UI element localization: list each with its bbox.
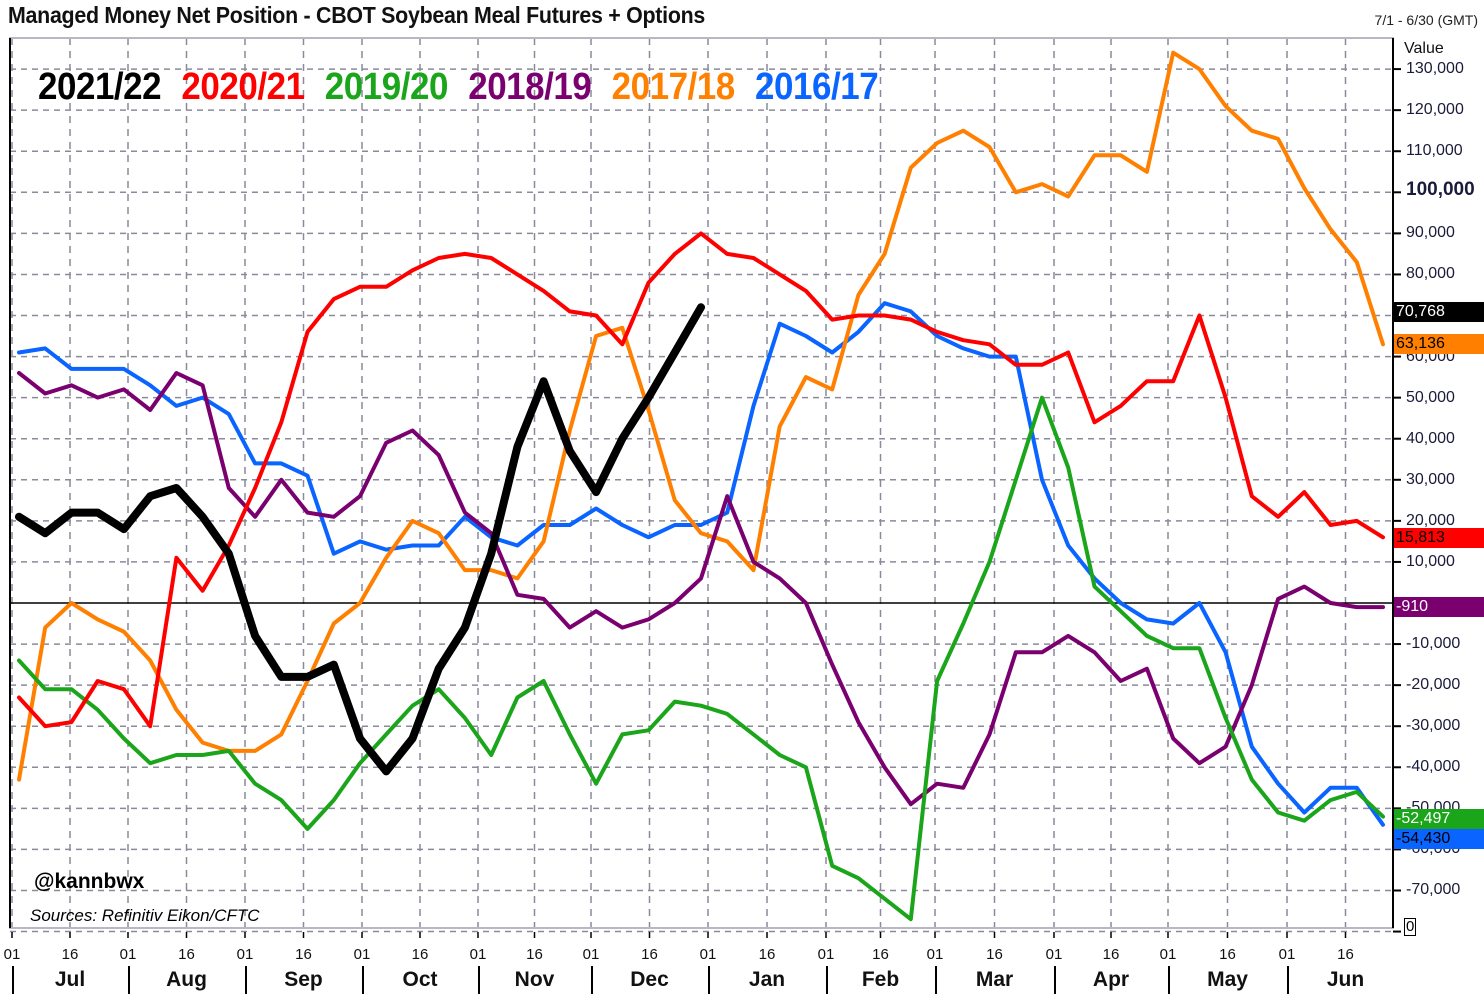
x-month-label: Mar xyxy=(975,968,1014,991)
x-day-tick-label: 01 xyxy=(236,946,254,963)
x-day-tick-label: 01 xyxy=(699,946,717,963)
x-day-tick-label: 16 xyxy=(61,946,79,963)
month-separator xyxy=(128,966,130,994)
x-day-tick-label: 16 xyxy=(872,946,889,963)
x-month-label: Oct xyxy=(402,968,438,991)
series-lines xyxy=(15,50,1385,922)
legend-item-2017-18: 2017/18 xyxy=(611,66,736,108)
last-value-tag: -910 xyxy=(1394,596,1484,617)
source-note: Sources: Refinitiv Eikon/CFTC xyxy=(30,906,260,925)
x-day-tick-label: 01 xyxy=(1278,946,1296,963)
y-tick-label: 10,000 xyxy=(1406,552,1455,570)
y-tick-label: 80,000 xyxy=(1406,265,1455,283)
x-month-label: Feb xyxy=(861,968,900,991)
x-day-tick-label: 16 xyxy=(758,946,776,963)
series-line-2018-19 xyxy=(17,371,1385,807)
x-day-tick-label: 01 xyxy=(3,946,21,963)
month-separator xyxy=(245,966,247,994)
y-tick-label: -30,000 xyxy=(1406,717,1461,735)
date-range-label: 7/1 - 6/30 (GMT) xyxy=(1374,12,1478,28)
legend-item-2021-22: 2021/22 xyxy=(38,66,162,108)
last-value-tag: 63,136 xyxy=(1394,333,1484,354)
x-month-label: Sep xyxy=(284,968,323,991)
x-month-label: Nov xyxy=(514,968,555,991)
x-day-tick-label: 01 xyxy=(926,946,944,963)
x-day-tick-label: 01 xyxy=(582,946,600,963)
month-separator xyxy=(478,966,480,994)
x-day-tick-label: 16 xyxy=(1102,946,1120,963)
month-separator xyxy=(708,966,710,994)
legend-item-2019-20: 2019/20 xyxy=(324,66,449,108)
x-day-tick-label: 01 xyxy=(817,946,835,963)
month-separator xyxy=(826,966,828,994)
y-tick-label: -10,000 xyxy=(1406,635,1461,653)
month-separator xyxy=(1054,966,1056,994)
month-separator xyxy=(12,966,14,994)
month-separator xyxy=(1168,966,1170,994)
watermark-handle: @kannbwx xyxy=(34,870,145,893)
x-day-tick-label: 16 xyxy=(641,946,658,963)
x-day-tick-label: 01 xyxy=(1159,946,1177,963)
legend-item-2018-19: 2018/19 xyxy=(468,66,592,108)
gridlines xyxy=(10,38,1393,933)
series-line-2020-21 xyxy=(17,231,1385,729)
legend: 2021/22 2020/21 2019/20 2018/19 2017/18 2016/… xyxy=(38,66,898,109)
x-day-tick-label: 16 xyxy=(986,946,1003,963)
x-day-tick-label: 01 xyxy=(1045,946,1063,963)
x-month-label: Aug xyxy=(166,968,207,991)
plot-frame xyxy=(9,37,1401,938)
series-line-2016-17 xyxy=(17,301,1385,827)
legend-item-2016-17: 2016/17 xyxy=(755,66,879,108)
x-month-label: Dec xyxy=(630,968,669,991)
month-separator xyxy=(935,966,937,994)
x-day-tick-label: 01 xyxy=(119,946,137,963)
x-month-label: May xyxy=(1207,968,1248,991)
y-tick-label: 130,000 xyxy=(1406,60,1464,78)
y-tick-label: 40,000 xyxy=(1406,429,1455,447)
x-day-tick-label: 16 xyxy=(1337,946,1354,963)
y-tick-label: 20,000 xyxy=(1406,511,1455,529)
x-day-tick-label: 16 xyxy=(526,946,543,963)
y-tick-label: -40,000 xyxy=(1406,758,1461,776)
y-tick-label: 30,000 xyxy=(1406,470,1455,488)
y-tick-label: 50,000 xyxy=(1406,388,1455,406)
last-value-tag: -52,497 xyxy=(1394,808,1484,829)
x-day-tick-label: 16 xyxy=(411,946,429,963)
y-tick-label: 100,000 xyxy=(1406,179,1475,201)
month-separator xyxy=(362,966,364,994)
y-axis-title: Value xyxy=(1404,40,1444,57)
x-month-label: Jan xyxy=(748,968,786,991)
month-separator xyxy=(591,966,593,994)
x-month-label: Jun xyxy=(1326,968,1365,991)
x-day-tick-label: 01 xyxy=(469,946,487,963)
x-month-label: Apr xyxy=(1092,968,1130,991)
y-tick-label: -20,000 xyxy=(1406,676,1461,694)
last-value-tag: 15,813 xyxy=(1394,528,1484,549)
y-tick-label: -70,000 xyxy=(1406,881,1461,899)
y-tick-label: 120,000 xyxy=(1406,101,1464,119)
y-axis-zero-box: 0 xyxy=(1404,918,1417,936)
series-line-2019-20 xyxy=(17,395,1385,922)
x-day-tick-label: 16 xyxy=(1219,946,1236,963)
legend-item-2020-21: 2020/21 xyxy=(181,66,305,108)
x-day-tick-label: 16 xyxy=(295,946,312,963)
x-day-tick-label: 16 xyxy=(178,946,195,963)
x-month-label: Jul xyxy=(54,968,86,991)
series-line-2017-18 xyxy=(17,50,1385,782)
last-value-tag: -54,430 xyxy=(1394,828,1484,849)
month-separator xyxy=(1287,966,1289,994)
y-tick-label: 90,000 xyxy=(1406,224,1455,242)
last-value-tag: 70,768 xyxy=(1394,302,1484,323)
series-line-2021-22 xyxy=(15,303,705,776)
chart-title: Managed Money Net Position - CBOT Soybea… xyxy=(8,2,706,28)
x-day-tick-label: 01 xyxy=(353,946,371,963)
y-tick-label: 110,000 xyxy=(1406,142,1463,160)
